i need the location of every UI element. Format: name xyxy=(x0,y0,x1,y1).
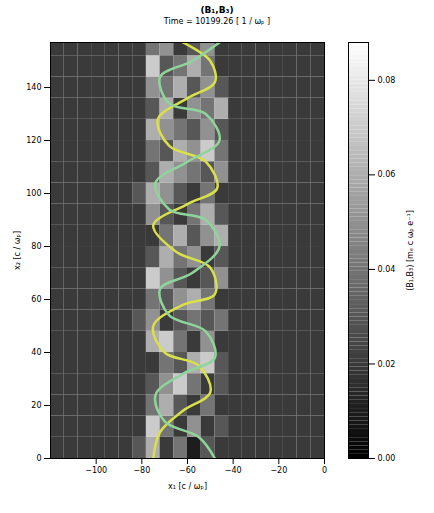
svg-text:−100: −100 xyxy=(85,466,107,475)
svg-text:60: 60 xyxy=(31,295,41,304)
svg-text:40: 40 xyxy=(31,348,41,357)
svg-text:−80: −80 xyxy=(133,466,150,475)
svg-text:80: 80 xyxy=(31,242,41,251)
svg-text:100: 100 xyxy=(26,189,41,198)
html-text:(B₁,B₃): (B₁,B₃) xyxy=(200,5,234,15)
svg-text:−60: −60 xyxy=(179,466,196,475)
svg-text:x₂ [c / ωₚ]: x₂ [c / ωₚ] xyxy=(13,231,22,270)
svg-text:x₁ [c / ωₚ]: x₁ [c / ωₚ] xyxy=(168,482,207,491)
svg-text:120: 120 xyxy=(26,136,41,145)
svg-text:(B₁,B₃) [mₑ c ωₚ e⁻¹]: (B₁,B₃) [mₑ c ωₚ e⁻¹] xyxy=(406,210,415,291)
svg-text:0.00: 0.00 xyxy=(378,454,396,463)
svg-text:−40: −40 xyxy=(225,466,242,475)
svg-text:0.06: 0.06 xyxy=(378,170,396,179)
html-text:Time = 10199.26 [ 1 / ωₚ ]: Time = 10199.26 [ 1 / ωₚ ] xyxy=(163,17,271,26)
svg-text:0.02: 0.02 xyxy=(378,360,396,369)
svg-text:0: 0 xyxy=(322,466,327,475)
svg-text:0: 0 xyxy=(36,454,41,463)
svg-text:0.04: 0.04 xyxy=(378,265,396,274)
svg-text:0.08: 0.08 xyxy=(378,76,396,85)
svg-text:−20: −20 xyxy=(270,466,287,475)
svg-text:140: 140 xyxy=(26,83,41,92)
svg-text:20: 20 xyxy=(31,401,41,410)
